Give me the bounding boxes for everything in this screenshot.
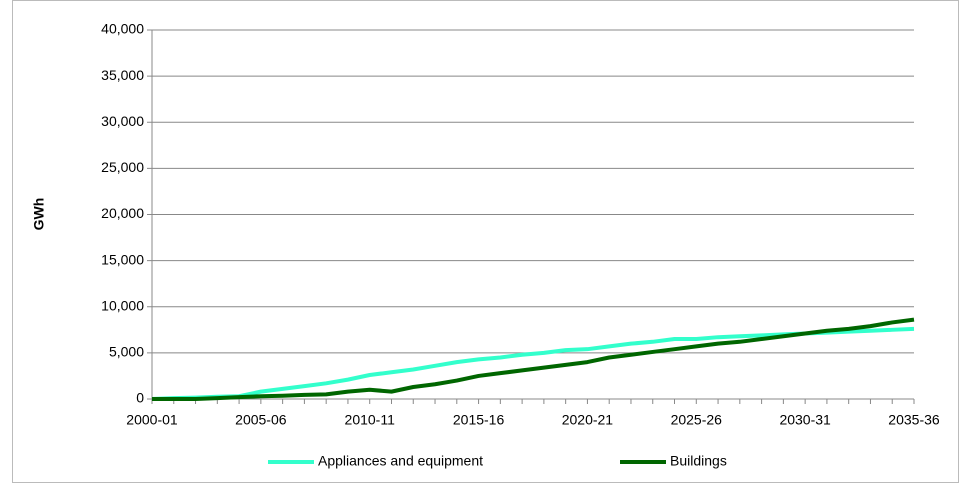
y-tick-label: 5,000 bbox=[109, 344, 144, 360]
x-tick-label: 2035-36 bbox=[888, 412, 940, 428]
y-tick-label: 25,000 bbox=[101, 159, 144, 175]
y-tick-label: 30,000 bbox=[101, 113, 144, 129]
y-axis-label: GWh bbox=[31, 198, 47, 231]
legend-label: Buildings bbox=[670, 453, 727, 469]
x-tick-label: 2030-31 bbox=[779, 412, 831, 428]
y-tick-label: 40,000 bbox=[101, 21, 144, 37]
chart-frame bbox=[12, 0, 959, 483]
x-tick-label: 2010-11 bbox=[345, 412, 396, 428]
y-tick-label: 20,000 bbox=[101, 205, 144, 221]
series-line bbox=[151, 326, 915, 401]
y-tick-label: 35,000 bbox=[101, 67, 144, 83]
x-tick-label: 2005-06 bbox=[235, 412, 287, 428]
x-tick-label: 2000-01 bbox=[126, 412, 178, 428]
y-tick-label: 0 bbox=[136, 390, 144, 406]
y-tick-label: 10,000 bbox=[101, 297, 144, 313]
y-tick-label: 15,000 bbox=[101, 251, 144, 267]
series-line bbox=[152, 317, 915, 401]
legend-label: Appliances and equipment bbox=[318, 453, 483, 469]
x-tick-label: 2025-26 bbox=[671, 412, 723, 428]
x-tick-label: 2015-16 bbox=[453, 412, 505, 428]
x-tick-label: 2020-21 bbox=[562, 412, 614, 428]
